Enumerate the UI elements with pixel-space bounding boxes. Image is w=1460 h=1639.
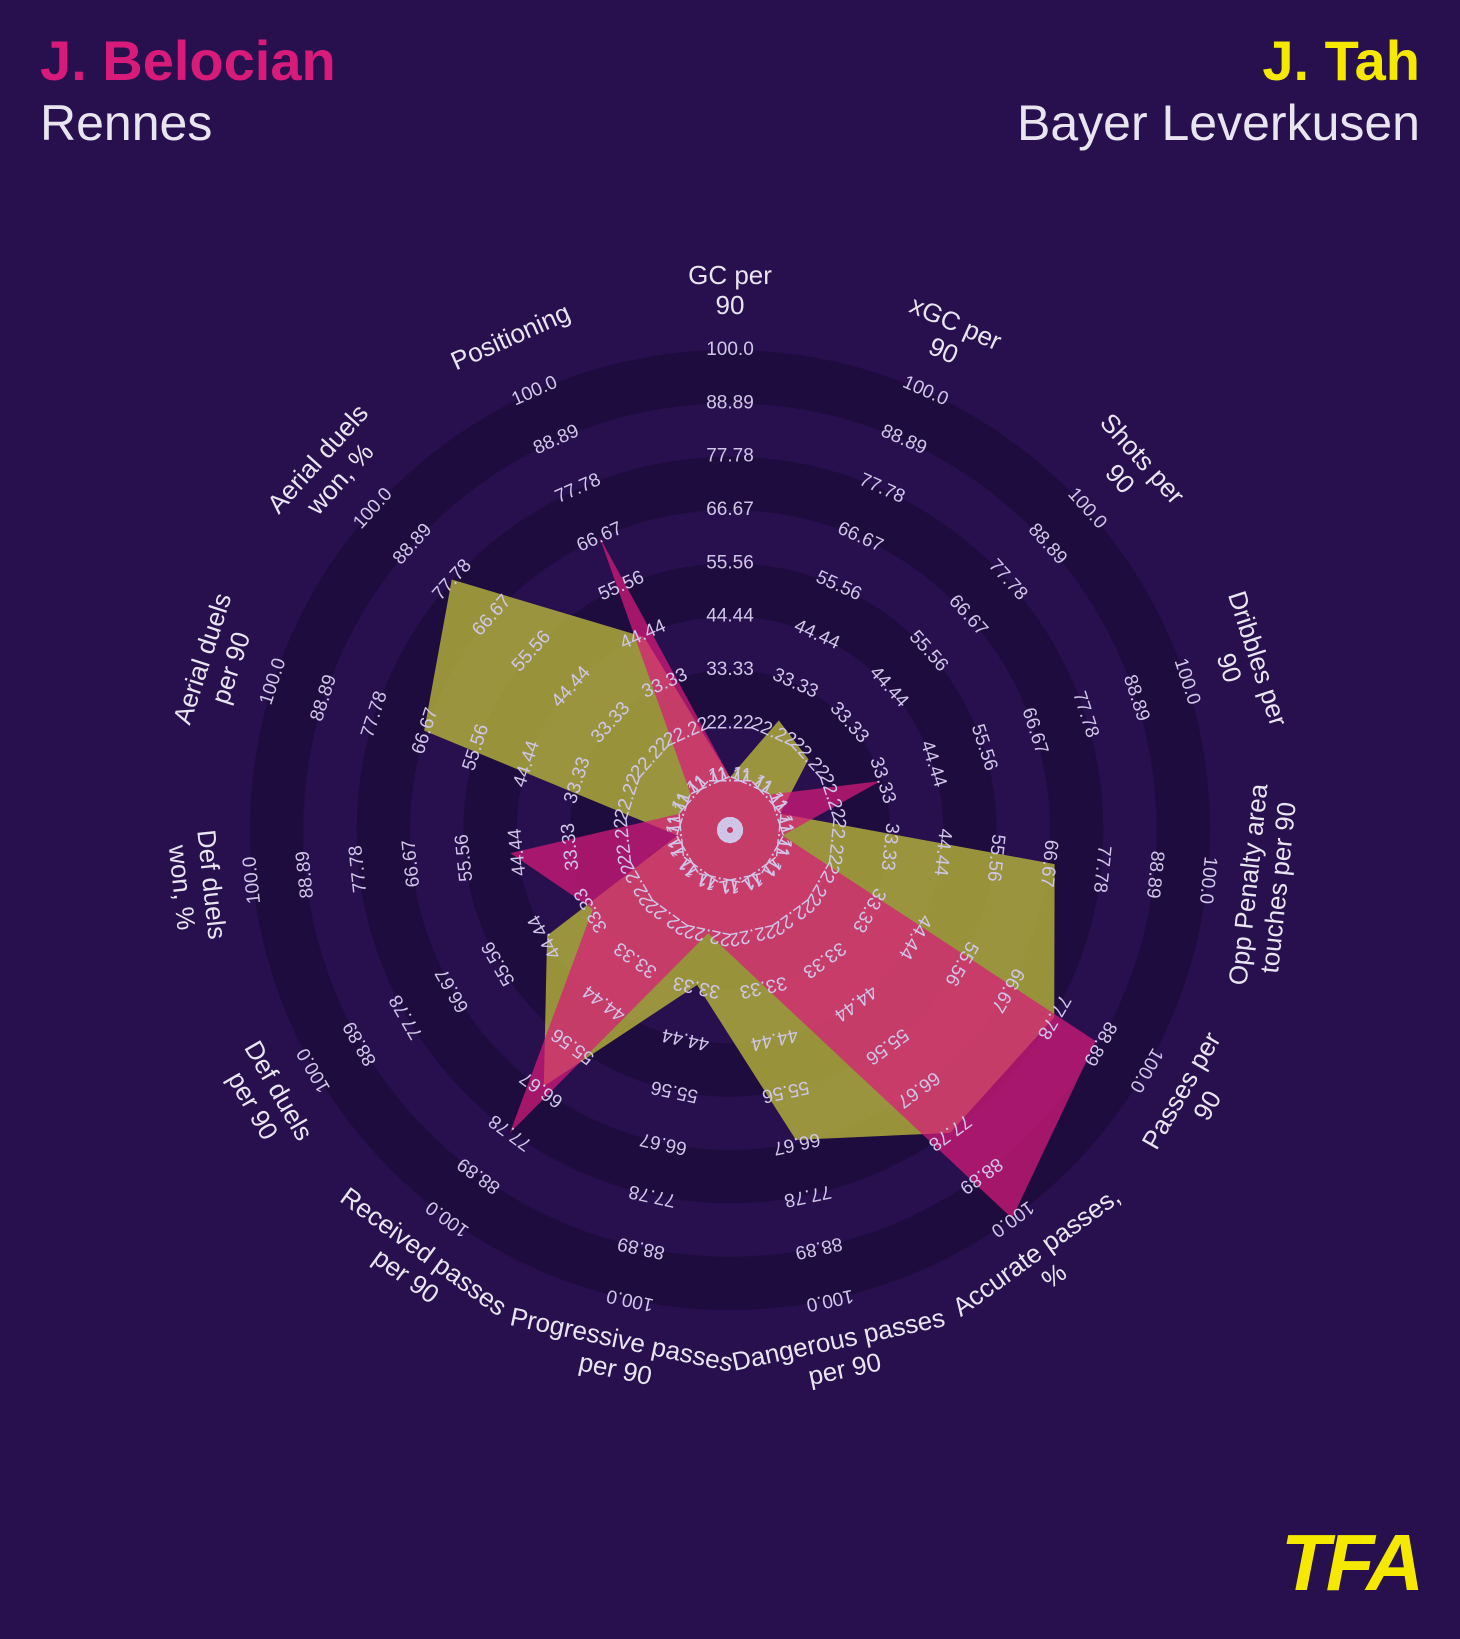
radar-axis-label-line: GC per (688, 260, 772, 290)
player1-block: J. Belocian Rennes (40, 30, 336, 151)
radar-tick-label: 44.44 (706, 606, 754, 627)
radar-svg: 0.011.1122.2233.3344.4455.5666.6777.7888… (0, 180, 1460, 1480)
radar-axis-label: Dangerous passesper 90 (729, 1302, 954, 1406)
radar-tick-label: 55.56 (706, 552, 754, 573)
radar-tick-label: 88.89 (706, 392, 754, 413)
radar-tick-label: 100.0 (706, 339, 754, 360)
page-root: J. Belocian Rennes J. Tah Bayer Leverkus… (0, 0, 1460, 1639)
radar-axis-label: Aerial duelsper 90 (167, 589, 266, 737)
radar-tick-label: 66.67 (706, 499, 754, 520)
radar-axis-label: GC per90 (688, 260, 772, 320)
player2-name: J. Tah (1017, 30, 1420, 92)
radar-axis-label: Positioning (446, 297, 574, 376)
player2-team: Bayer Leverkusen (1017, 96, 1420, 151)
tfa-logo: TFA (1281, 1517, 1420, 1609)
radar-tick-label: 22.22 (706, 712, 754, 733)
radar-axis-label: xGC per90 (893, 289, 1006, 383)
player2-block: J. Tah Bayer Leverkusen (1017, 30, 1420, 151)
radar-axis-label-line: Shots per (1094, 407, 1191, 510)
radar-axis-label: Progressive passesper 90 (501, 1301, 735, 1407)
player1-name: J. Belocian (40, 30, 336, 92)
radar-axis-label: Opp Penalty areatouches per 90 (1223, 782, 1304, 990)
radar-axis-label: Def duelswon, % (161, 828, 232, 944)
radar-tick-label: 33.33 (706, 659, 754, 680)
radar-axis-label: Dribbles per90 (1194, 587, 1294, 739)
radar-chart: 0.011.1122.2233.3344.4455.5666.6777.7888… (0, 180, 1460, 1480)
radar-axis-label-line: Positioning (446, 297, 574, 376)
player1-team: Rennes (40, 96, 336, 151)
header: J. Belocian Rennes J. Tah Bayer Leverkus… (0, 30, 1460, 151)
radar-axis-label-line: 90 (716, 290, 745, 320)
radar-tick-label: 77.78 (706, 446, 754, 467)
